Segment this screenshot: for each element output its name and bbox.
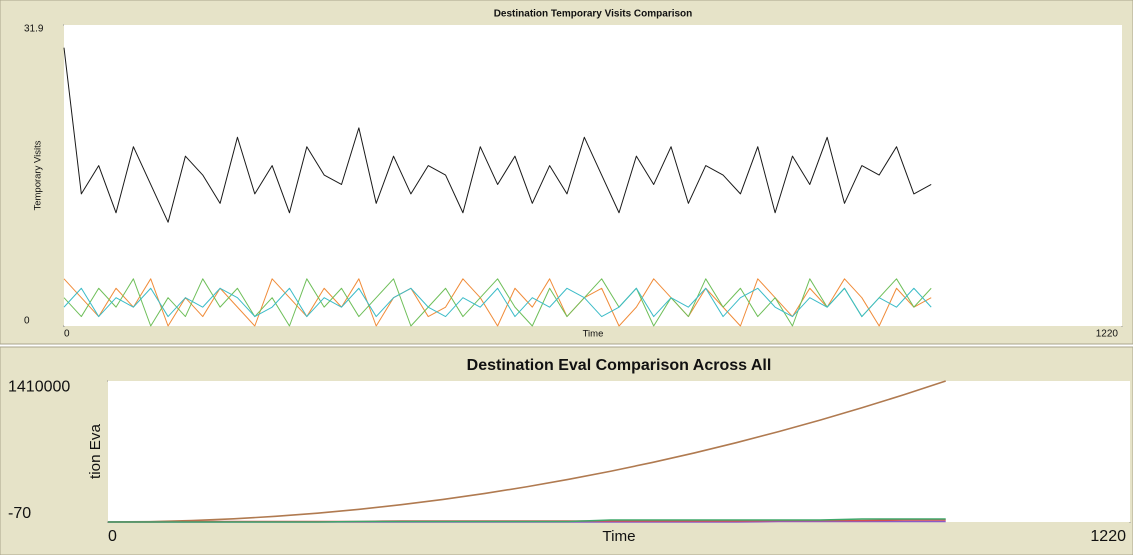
- y-tick-label: 1410000: [8, 379, 70, 396]
- x-axis-label: Time: [602, 528, 635, 545]
- y-axis-label: Temporary Visits: [33, 140, 44, 210]
- data-line: [63, 278, 932, 327]
- x-tick-label: 0: [64, 329, 70, 340]
- chart-title: Destination Temporary Visits Comparison: [494, 9, 693, 20]
- plot-area: [108, 381, 1130, 522]
- data-line: [63, 278, 932, 327]
- y-tick-label: 31.9: [24, 24, 44, 35]
- data-line: [108, 518, 946, 523]
- x-tick-label: 1220: [1090, 528, 1126, 545]
- plot-area: [64, 25, 1122, 326]
- data-line: [63, 47, 932, 223]
- x-axis-label: Time: [583, 329, 604, 340]
- chart-title: Destination Eval Comparison Across All: [467, 357, 772, 374]
- x-tick-label: 0: [108, 528, 117, 545]
- y-tick-label: -70: [8, 505, 31, 522]
- data-line: [63, 287, 932, 318]
- x-tick-label: 1220: [1096, 329, 1119, 340]
- data-line: [107, 380, 946, 523]
- y-tick-label: 0: [24, 316, 30, 327]
- y-axis-label: tion Eva: [87, 424, 104, 479]
